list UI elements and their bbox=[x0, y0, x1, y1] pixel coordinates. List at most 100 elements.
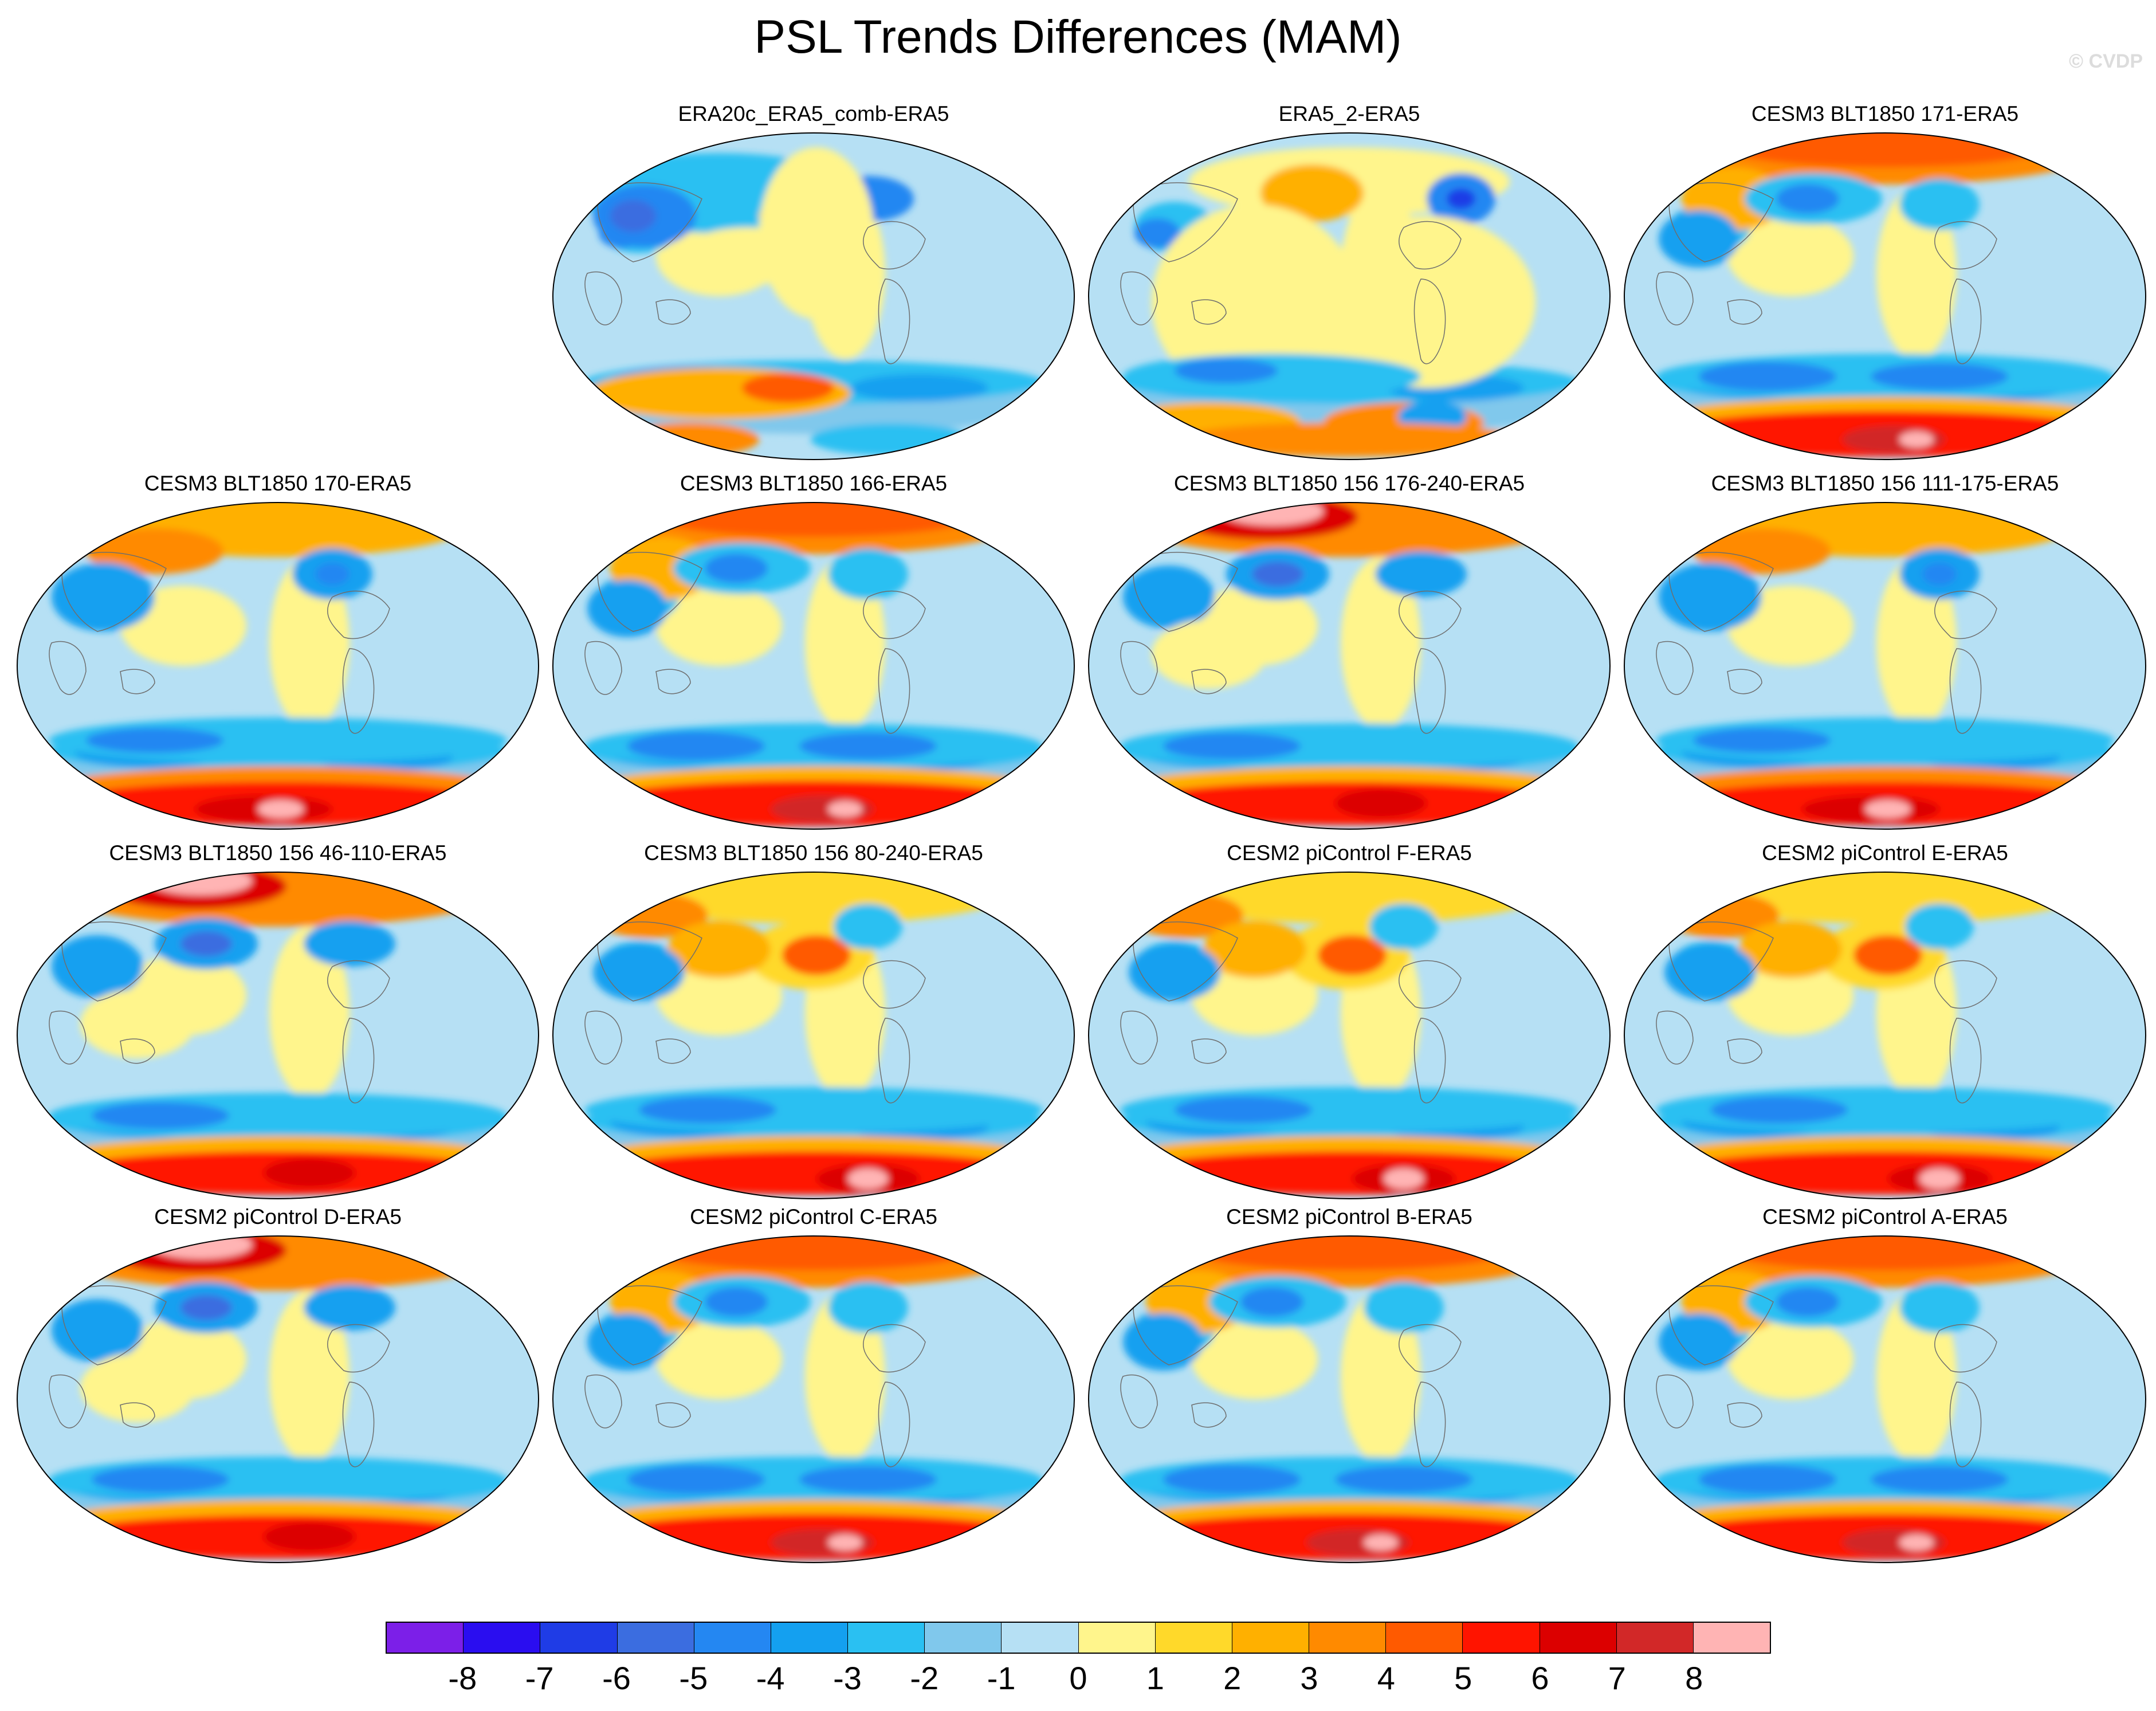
colorbar-swatch bbox=[464, 1623, 541, 1653]
continent-outline bbox=[120, 1038, 155, 1064]
anomaly-region bbox=[1899, 431, 1934, 448]
continent-outline bbox=[655, 299, 691, 325]
anomaly-region bbox=[1240, 1287, 1303, 1317]
anomaly-region bbox=[1899, 1535, 1934, 1551]
colorbar-labels: -8 -7 -6 -5 -4 -3 -2 -1 0 1 2 3 4 5 6 7 8 bbox=[386, 1658, 1771, 1698]
panel-title: CESM3 BLT1850 156 46-110-ERA5 bbox=[109, 841, 447, 865]
continent-outline bbox=[597, 921, 702, 1002]
continent-outline bbox=[1934, 590, 1997, 639]
anomaly-region bbox=[1341, 1290, 1421, 1462]
anomaly-region bbox=[834, 904, 902, 949]
panel-title: CESM2 piControl C-ERA5 bbox=[690, 1205, 937, 1229]
colorbar-label: 3 bbox=[1300, 1660, 1318, 1696]
continent-outline bbox=[1668, 1285, 1774, 1365]
continent-outline bbox=[61, 1285, 167, 1365]
continent-outline bbox=[1727, 299, 1762, 325]
anomaly-region bbox=[1252, 562, 1303, 587]
colorbar-label: -1 bbox=[987, 1660, 1016, 1696]
anomaly-region bbox=[1899, 1282, 1980, 1333]
anomaly-region bbox=[1710, 1096, 1848, 1124]
anomaly-region bbox=[1369, 904, 1438, 949]
colorbar-label: -3 bbox=[833, 1660, 862, 1696]
map-panel: CESM3 BLT1850 156 176-240-ERA5 bbox=[1083, 470, 1616, 837]
map-svg bbox=[552, 132, 1075, 460]
continent-outline bbox=[1413, 1382, 1446, 1467]
map-border bbox=[1088, 502, 1611, 830]
anomaly-region bbox=[269, 557, 349, 729]
map-panel: CESM3 BLT1850 170-ERA5 bbox=[11, 470, 544, 837]
continent-outline bbox=[1398, 960, 1462, 1009]
map-svg bbox=[17, 502, 539, 830]
anomaly-region bbox=[1776, 1287, 1839, 1317]
colorbar-label: -6 bbox=[602, 1660, 631, 1696]
anomaly-region bbox=[1126, 1151, 1573, 1195]
anomaly-region bbox=[627, 1465, 765, 1494]
anomaly-region bbox=[587, 580, 667, 637]
map-svg bbox=[552, 872, 1075, 1199]
map-panel: CESM3 BLT1850 156 111-175-ERA5 bbox=[1619, 470, 2151, 837]
map-svg bbox=[552, 502, 1075, 830]
anomaly-region bbox=[1693, 728, 1831, 753]
anomaly-region bbox=[180, 931, 232, 956]
map-panel: CESM3 BLT1850 166-ERA5 bbox=[547, 470, 1080, 837]
map-border bbox=[1088, 1235, 1611, 1563]
anomaly-region bbox=[1335, 788, 1427, 818]
anomaly-region bbox=[1175, 1096, 1312, 1124]
colorbar-label: -8 bbox=[448, 1660, 477, 1696]
anomaly-region bbox=[1664, 944, 1756, 1001]
map-border bbox=[1624, 1235, 2146, 1563]
anomaly-region bbox=[1727, 955, 1853, 1035]
continent-outline bbox=[1727, 1038, 1762, 1064]
map-svg bbox=[1624, 1235, 2146, 1563]
continent-outline bbox=[1120, 1010, 1158, 1065]
panel-title: CESM3 BLT1850 170-ERA5 bbox=[144, 472, 412, 495]
anomaly-region bbox=[1853, 935, 1922, 975]
continent-outline bbox=[120, 669, 155, 694]
anomaly-region bbox=[1659, 210, 1739, 268]
anomaly-region bbox=[656, 586, 782, 666]
colorbar-label: 1 bbox=[1146, 1660, 1164, 1696]
anomaly-region bbox=[782, 935, 851, 975]
map-panel: CESM2 piControl E-ERA5 bbox=[1619, 839, 2151, 1206]
continent-outline bbox=[1133, 921, 1238, 1002]
anomaly-region bbox=[828, 801, 862, 817]
continent-outline bbox=[878, 1018, 910, 1104]
continent-outline bbox=[597, 1285, 702, 1365]
anomaly-region bbox=[656, 1319, 782, 1399]
anomaly-region bbox=[1364, 1535, 1398, 1551]
continent-outline bbox=[1120, 1374, 1158, 1429]
anomaly-region bbox=[52, 1299, 143, 1362]
anomaly-region bbox=[86, 528, 223, 574]
anomaly-region bbox=[679, 227, 816, 285]
figure-title: PSL Trends Differences (MAM) bbox=[754, 11, 1402, 63]
continent-outline bbox=[120, 1402, 155, 1428]
map-svg bbox=[17, 872, 539, 1199]
continent-outline bbox=[1949, 648, 1982, 734]
anomaly-region bbox=[264, 1158, 355, 1188]
anomaly-region bbox=[1123, 566, 1215, 629]
panel-title: CESM3 BLT1850 171-ERA5 bbox=[1751, 102, 2019, 125]
panel-title: CESM3 BLT1850 156 80-240-ERA5 bbox=[644, 841, 983, 865]
map-border bbox=[1624, 132, 2146, 460]
continent-outline bbox=[878, 1382, 910, 1467]
anomaly-region bbox=[1123, 1313, 1203, 1371]
map-svg bbox=[17, 1235, 539, 1563]
colorbar-swatch bbox=[1386, 1623, 1463, 1653]
map-border bbox=[1624, 872, 2146, 1199]
anomaly-region bbox=[1919, 1168, 1959, 1189]
map-border bbox=[552, 132, 1075, 460]
anomaly-region bbox=[828, 1535, 862, 1551]
anomaly-region bbox=[269, 1290, 349, 1462]
panel-title: CESM2 piControl B-ERA5 bbox=[1226, 1205, 1472, 1229]
map-panel: CESM2 piControl C-ERA5 bbox=[547, 1203, 1080, 1570]
anomaly-region bbox=[1876, 187, 1957, 359]
anomaly-region bbox=[1739, 921, 1842, 978]
continent-outline bbox=[61, 921, 167, 1002]
colorbar-swatch bbox=[694, 1623, 771, 1653]
continent-outline bbox=[1398, 221, 1462, 270]
continent-outline bbox=[49, 1374, 87, 1429]
anomaly-region bbox=[1318, 935, 1387, 975]
map-svg bbox=[552, 1235, 1075, 1563]
anomaly-region bbox=[1727, 216, 1853, 296]
